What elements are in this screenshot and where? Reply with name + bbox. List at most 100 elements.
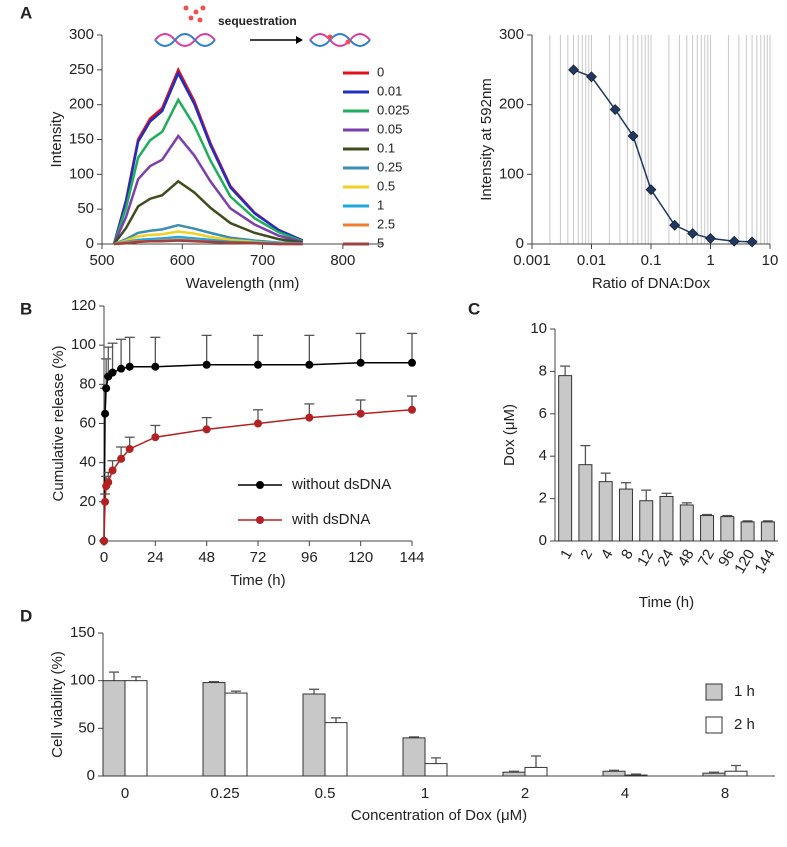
x-tick-label: 10 [762,252,779,269]
y-tick-label: 4 [539,447,547,464]
marker [254,360,262,369]
x-tick-label: 1 [557,546,576,562]
y-tick-label: 250 [69,61,94,78]
marker [202,425,211,434]
marker [117,454,126,463]
bar [659,495,674,542]
marker [687,228,699,239]
bar [524,766,548,777]
y-tick-label: 120 [71,297,96,314]
x-axis-label: Wavelength (nm) [186,275,300,292]
marker [151,433,160,442]
legend-label: 0.05 [377,121,402,136]
marker [100,537,108,545]
bar [324,722,348,777]
x-tick-label: 8 [721,785,729,802]
marker [305,360,314,369]
x-tick-label: 0.5 [315,785,336,802]
x-axis-label: Time (h) [639,594,694,611]
bar [578,464,593,542]
x-tick-label: 800 [330,252,355,269]
marker [609,104,621,115]
y-tick-label: 0 [539,532,547,549]
x-axis-label: Ratio of DNA:Dox [592,275,711,292]
legend-marker [256,481,264,489]
x-tick-label: 600 [170,252,195,269]
x-tick-label: 2 [577,546,596,562]
y-axis-label: Intensity at 592nm [478,78,495,201]
y-tick-label: 150 [69,130,94,147]
x-tick-label: 4 [598,546,617,562]
marker [101,497,110,506]
bar [402,737,426,777]
marker [645,184,657,196]
bar [502,771,526,777]
marker [151,362,160,371]
legend-label: 5 [377,235,384,250]
marker [705,233,716,244]
marker [104,478,113,487]
x-tick-label: 1 [706,252,714,269]
legend-label: 0 [377,64,384,79]
x-tick-label: 0 [121,785,129,802]
y-tick-label: 50 [77,200,94,217]
bar [558,375,573,542]
bar [202,682,226,777]
x-tick-label: 1 [421,785,429,802]
marker [586,71,597,83]
bar [598,481,613,542]
y-tick-label: 0 [87,767,95,784]
y-tick-label: 20 [79,493,96,510]
y-tick-label: 0 [88,532,96,549]
series-line [113,179,303,245]
bar [124,680,148,777]
panel-label: D [20,606,32,625]
marker [305,413,314,422]
x-tick-label: 48 [675,546,698,569]
bar [102,680,126,777]
y-tick-label: 150 [70,624,95,641]
marker [254,419,262,428]
x-tick-label: 24 [147,549,164,566]
marker [108,466,117,475]
bar [740,521,755,542]
y-tick-label: 0 [86,235,94,252]
y-tick-label: 100 [499,165,524,182]
series-line [112,97,304,245]
bar [618,488,633,542]
y-tick-label: 80 [79,375,96,392]
legend-label: 0.5 [377,178,395,193]
x-tick-label: 120 [348,549,373,566]
marker [125,444,134,453]
y-tick-label: 40 [79,454,96,471]
marker [202,360,211,369]
y-tick-label: 300 [499,26,524,43]
series-line [113,239,303,246]
x-tick-label: 24 [654,546,677,569]
y-tick-label: 50 [78,719,95,736]
dna-cartoon [154,33,371,47]
x-tick-label: 72 [250,549,267,566]
x-tick-label: 500 [89,252,114,269]
legend-label: 0.1 [377,140,395,155]
y-tick-label: 8 [539,362,547,379]
legend-label: 0.25 [377,159,402,174]
x-tick-label: 48 [198,549,215,566]
marker [125,362,134,371]
marker [568,64,580,76]
annotation: sequestration [218,14,297,28]
y-axis-label: Intensity [48,111,65,167]
panel-label: A [20,3,32,22]
bar [724,770,748,777]
y-tick-label: 100 [71,336,96,353]
y-tick-label: 200 [69,96,94,113]
marker [102,384,111,393]
x-tick-label: 96 [301,549,318,566]
x-axis-label: Concentration of Dox (μM) [351,807,527,824]
x-tick-label: 96 [715,546,738,569]
legend-label: 0.025 [377,102,410,117]
x-tick-label: 0.1 [641,252,662,269]
series-line [112,70,304,245]
marker [356,409,365,418]
